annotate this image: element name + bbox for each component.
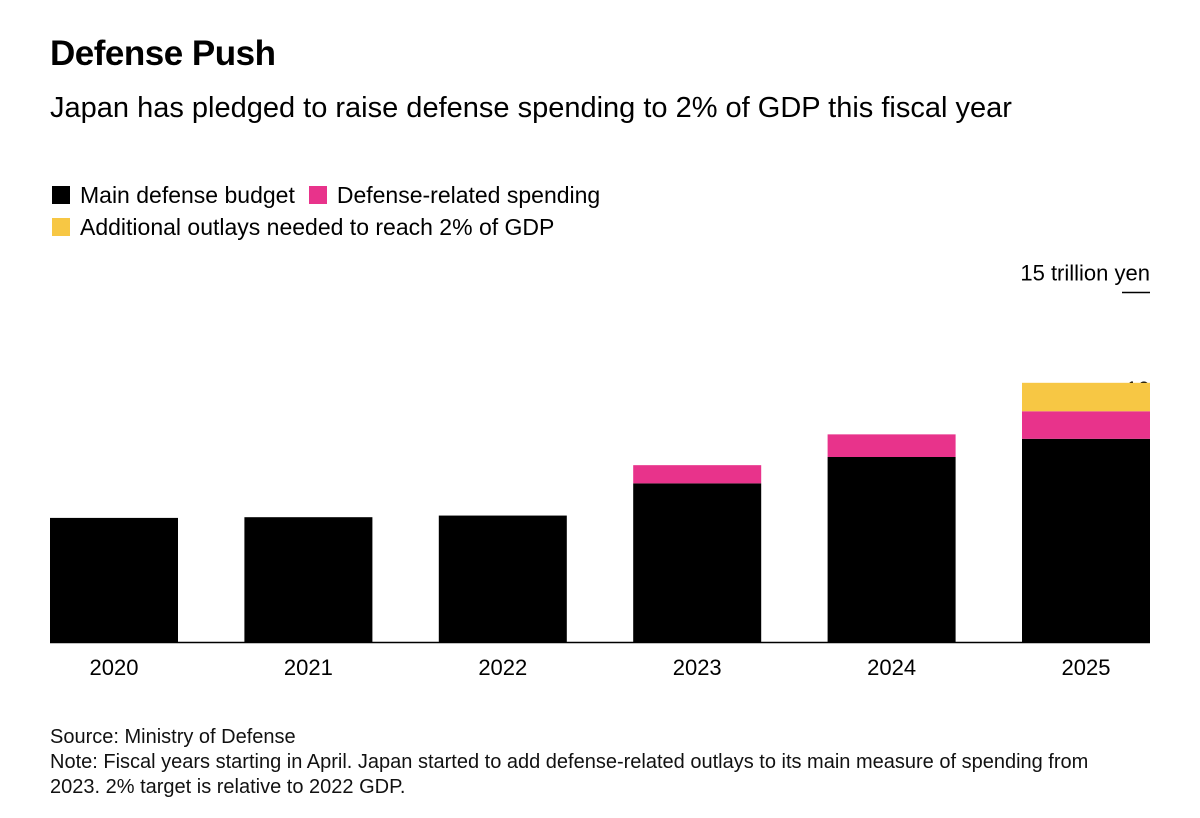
source-text: Source: Ministry of Defense: [50, 726, 296, 748]
legend: Main defense budget Defense-related spen…: [52, 179, 614, 243]
y-tick-label: 15 trillion yen: [1020, 261, 1150, 286]
legend-item-main: Main defense budget: [52, 179, 295, 211]
bar-2025-series-0: [1022, 438, 1150, 643]
chart-subtitle: Japan has pledged to raise defense spend…: [50, 92, 1012, 124]
bar-2024-series-1: [827, 434, 956, 457]
bar-2025-series-2: [1022, 382, 1150, 412]
legend-swatch-additional: [52, 218, 70, 236]
legend-swatch-related: [308, 186, 327, 204]
x-tick-label: 2022: [478, 655, 527, 680]
bar-2023-series-1: [633, 465, 762, 484]
x-tick-label: 2023: [673, 655, 722, 680]
chart-title: Defense Push: [50, 34, 276, 73]
x-tick-label: 2024: [867, 655, 916, 680]
bar-2023-series-0: [633, 483, 762, 643]
bar-2025-series-1: [1022, 411, 1150, 439]
note-text: Note: Fiscal years starting in April. Ja…: [50, 751, 1089, 798]
legend-label: Defense-related spending: [336, 182, 601, 208]
bar-2020-series-0: [50, 517, 178, 643]
legend-label: Additional outlays needed to reach 2% of…: [80, 214, 555, 240]
bar-2022-series-0: [438, 515, 567, 643]
legend-item-additional: Additional outlays needed to reach 2% of…: [52, 211, 554, 243]
footer: Source: Ministry of Defense Note: Fiscal…: [50, 725, 1130, 800]
legend-swatch-main: [52, 186, 70, 204]
bar-2021-series-0: [244, 517, 373, 643]
legend-label: Main defense budget: [80, 182, 295, 208]
x-tick-label: 2021: [284, 655, 333, 680]
x-tick-label: 2025: [1062, 655, 1111, 680]
legend-item-related: Defense-related spending: [308, 179, 601, 211]
bar-2024-series-0: [827, 457, 956, 643]
x-tick-label: 2020: [90, 655, 139, 680]
